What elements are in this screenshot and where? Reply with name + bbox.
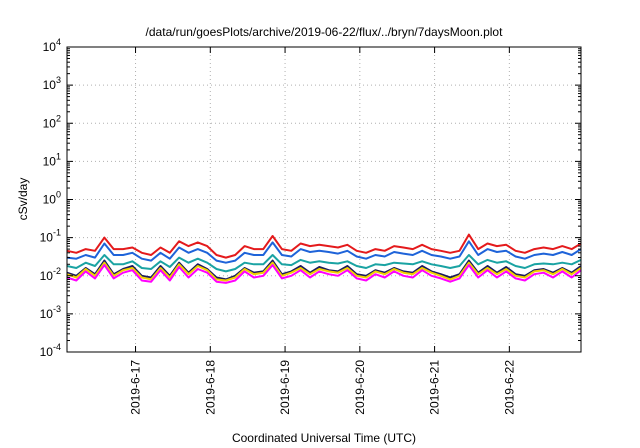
x-tick-label: 2019-6-18 <box>203 360 217 415</box>
series-line-6 <box>66 264 582 284</box>
series-line-5 <box>66 261 582 282</box>
series-line-4 <box>66 259 582 281</box>
series-line-1 <box>66 233 582 259</box>
x-tick-label: 2019-6-17 <box>129 360 143 415</box>
series-line-3 <box>66 254 582 273</box>
x-tick-label: 2019-6-19 <box>278 360 292 415</box>
y-axis-label: cSv/day <box>16 178 30 221</box>
chart-title: /data/run/goesPlots/archive/2019-06-22/f… <box>146 25 504 39</box>
x-axis-label: Coordinated Universal Time (UTC) <box>232 431 416 445</box>
x-tick-label: 2019-6-21 <box>428 360 442 415</box>
x-tick-label: 2019-6-20 <box>353 360 367 415</box>
series-lines <box>66 233 582 284</box>
x-axis-ticks: 2019-6-17 2019-6-18 2019-6-19 2019-6-20 2019… <box>129 47 516 415</box>
series-line-2 <box>66 240 582 264</box>
x-tick-label: 2019-6-22 <box>502 360 516 415</box>
